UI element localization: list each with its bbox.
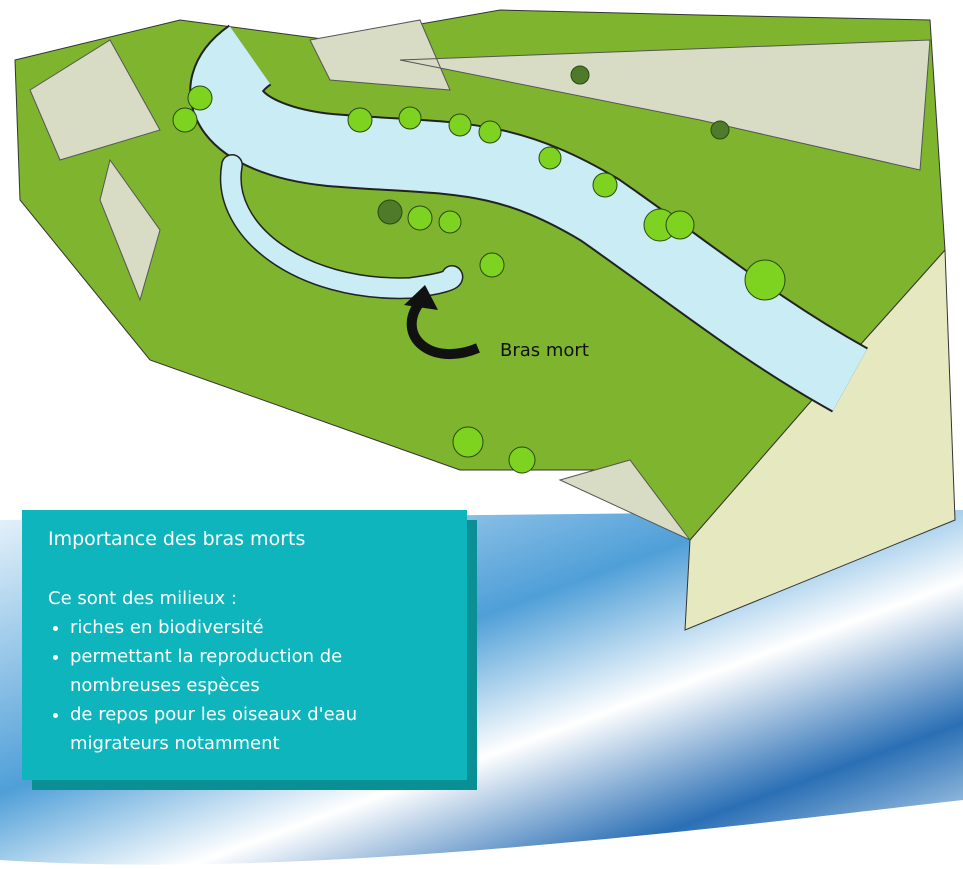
oxbow: [221, 155, 462, 298]
trees: [172, 65, 786, 474]
info-item: de repos pour les oiseaux d'eau migrateu…: [70, 700, 441, 758]
oxbow-label: Bras mort: [500, 340, 589, 361]
info-title: Importance des bras morts: [48, 528, 306, 550]
river: [191, 26, 868, 411]
info-intro: Ce sont des milieux :: [48, 588, 237, 609]
arrow-head: [404, 285, 438, 310]
info-list: riches en biodiversitépermettant la repr…: [48, 613, 441, 758]
info-box: Importance des bras morts Ce sont des mi…: [22, 510, 467, 780]
info-item: riches en biodiversité: [70, 613, 441, 642]
info-item: permettant la reproduction de nombreuses…: [70, 642, 441, 700]
cliffs: [29, 19, 931, 541]
arrow: [406, 298, 480, 359]
